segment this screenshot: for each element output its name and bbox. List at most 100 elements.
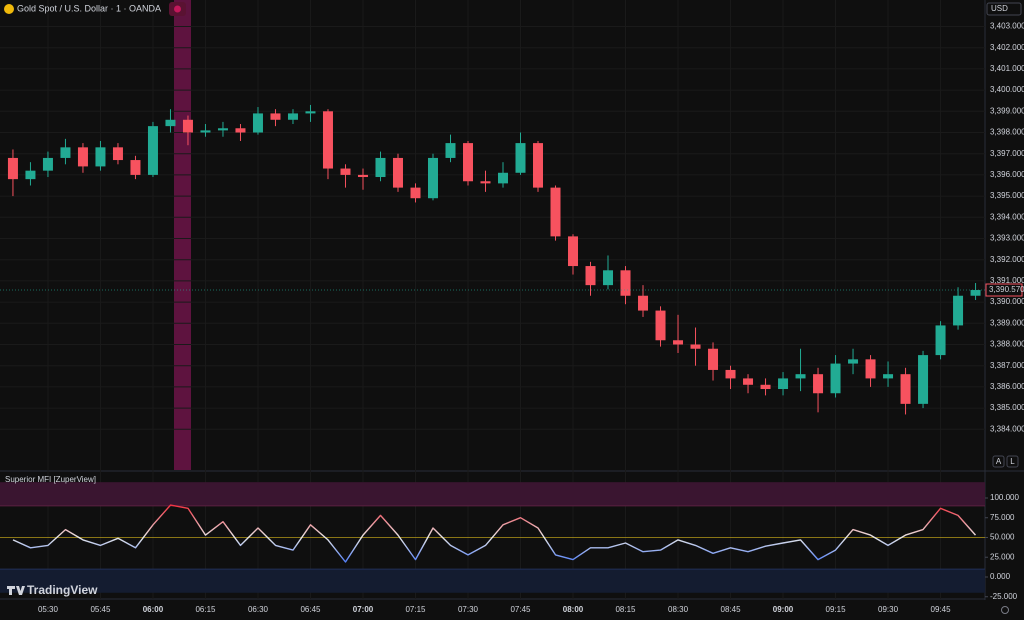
- session-highlight: [174, 0, 191, 470]
- log-label: L: [1010, 457, 1015, 466]
- y-tick-label: 3,386.000: [990, 382, 1024, 391]
- mfi-line: [12, 504, 977, 563]
- log-button[interactable]: [1006, 455, 1019, 468]
- candle-body: [427, 157, 438, 199]
- y-tick-label: 3,384.000: [990, 424, 1024, 433]
- candle-body: [357, 174, 368, 178]
- candle-body: [130, 160, 141, 175]
- y-tick-label: 100.000: [990, 493, 1019, 502]
- x-tick-label: 06:30: [248, 605, 269, 614]
- candle-body: [235, 128, 246, 133]
- symbol-icon: [4, 4, 14, 14]
- x-tick-label: 07:30: [458, 605, 479, 614]
- x-tick-label: 06:00: [143, 605, 164, 614]
- y-tick-label: 3,398.000: [990, 128, 1024, 137]
- y-tick-label: 3,388.000: [990, 340, 1024, 349]
- candle-body: [568, 236, 579, 267]
- x-tick-label: 08:30: [668, 605, 689, 614]
- candle-body: [708, 348, 719, 370]
- auto-button[interactable]: [992, 455, 1005, 468]
- candle-body: [638, 295, 649, 311]
- candle-body: [795, 374, 806, 379]
- candle-body: [480, 181, 491, 184]
- candle-body: [165, 119, 176, 127]
- y-tick-label: 3,400.000: [990, 85, 1024, 94]
- y-tick-label: 3,397.000: [990, 149, 1024, 158]
- y-tick-label: 3,390.000: [990, 297, 1024, 306]
- y-tick-label: 3,394.000: [990, 212, 1024, 221]
- y-tick-label: 3,402.000: [990, 43, 1024, 52]
- candle-body: [515, 143, 526, 173]
- last-price-label: 3,390.570: [989, 285, 1024, 294]
- x-tick-label: 05:30: [38, 605, 59, 614]
- y-tick-label: 25.000: [990, 552, 1015, 561]
- brand-logo: [7, 586, 25, 595]
- x-tick-label: 07:15: [405, 605, 426, 614]
- y-tick-label: -25.000: [990, 592, 1018, 601]
- candle-body: [690, 344, 701, 349]
- y-tick-label: 3,403.000: [990, 22, 1024, 31]
- candle-body: [252, 113, 263, 133]
- currency-box[interactable]: [986, 2, 1022, 16]
- upper-band: [0, 482, 985, 506]
- candle-body: [550, 187, 561, 237]
- candle-body: [778, 378, 789, 390]
- y-tick-label: 3,392.000: [990, 255, 1024, 264]
- candle-body: [77, 147, 88, 167]
- x-tick-label: 08:45: [721, 605, 742, 614]
- candle-body: [25, 170, 36, 180]
- candle-body: [112, 147, 123, 161]
- settings-icon[interactable]: [1001, 606, 1009, 614]
- candle-body: [883, 374, 894, 379]
- lower-band: [0, 569, 985, 593]
- candle-body: [498, 172, 509, 184]
- candle-body: [322, 111, 333, 169]
- x-tick-label: 08:15: [615, 605, 636, 614]
- candle-body: [60, 147, 71, 158]
- x-tick-label: 06:15: [195, 605, 216, 614]
- candle-body: [760, 384, 771, 390]
- symbol-title: Gold Spot / U.S. Dollar · 1 · OANDA: [17, 3, 161, 13]
- x-tick-label: 09:00: [773, 605, 794, 614]
- candle-body: [270, 113, 281, 120]
- y-tick-label: 3,399.000: [990, 106, 1024, 115]
- x-tick-label: 07:00: [353, 605, 374, 614]
- candle-body: [147, 126, 158, 175]
- candle-body: [182, 119, 193, 133]
- flag-icon: [174, 5, 181, 13]
- candle-body: [935, 325, 946, 356]
- last-price-box: [985, 283, 1023, 297]
- candle-body: [533, 143, 544, 188]
- candle-body: [445, 143, 456, 158]
- x-tick-label: 09:30: [878, 605, 899, 614]
- x-tick-label: 05:45: [90, 605, 111, 614]
- y-tick-label: 3,395.000: [990, 191, 1024, 200]
- auto-label: A: [996, 457, 1002, 466]
- candle-body: [217, 128, 228, 131]
- y-tick-label: 3,396.000: [990, 170, 1024, 179]
- x-tick-label: 07:45: [510, 605, 531, 614]
- candle-body: [392, 157, 403, 188]
- candle-body: [953, 295, 964, 326]
- candle-body: [462, 143, 473, 182]
- candle-body: [848, 359, 859, 364]
- candle-body: [585, 266, 596, 286]
- candle-body: [865, 359, 876, 379]
- candle-body: [655, 310, 666, 341]
- candle-body: [673, 340, 684, 345]
- y-tick-label: 3,385.000: [990, 403, 1024, 412]
- candle-body: [200, 130, 211, 133]
- candle-body: [95, 147, 106, 167]
- y-tick-label: 0.000: [990, 572, 1011, 581]
- candle-body: [743, 378, 754, 385]
- x-tick-label: 09:45: [931, 605, 952, 614]
- currency: USD: [991, 4, 1008, 13]
- candle-body: [375, 157, 386, 178]
- y-tick-label: 50.000: [990, 533, 1015, 542]
- y-tick-label: 3,401.000: [990, 64, 1024, 73]
- candle-body: [970, 290, 981, 296]
- candle-body: [603, 270, 614, 286]
